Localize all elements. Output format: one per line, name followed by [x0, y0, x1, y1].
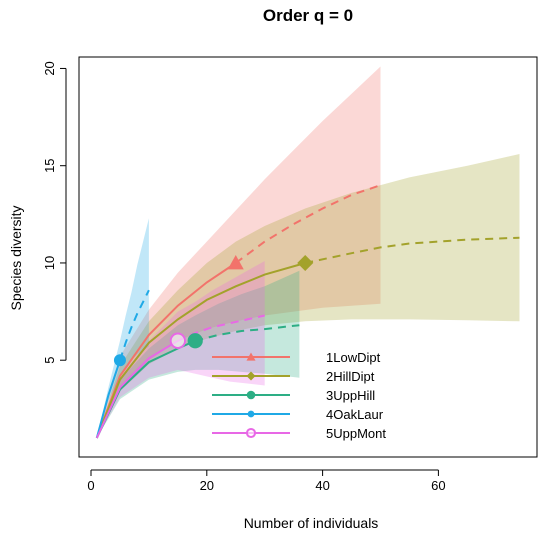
extrapolated-line-1LowDipt — [235, 184, 381, 264]
legend-item-5UppMont: 5UppMont — [212, 426, 386, 441]
legend-marker — [246, 371, 256, 381]
x-tick-label: 20 — [200, 478, 214, 493]
legend-item-2HillDipt: 2HillDipt — [212, 369, 375, 384]
observed-point-3UppHill — [187, 333, 203, 349]
plot-frame — [78, 56, 538, 458]
x-axis-label: Number of individuals — [244, 515, 379, 531]
observed-point-2HillDipt — [297, 254, 314, 271]
legend-label: 2HillDipt — [326, 369, 375, 384]
legend-label: 5UppMont — [326, 426, 386, 441]
legend-item-1LowDipt: 1LowDipt — [212, 350, 381, 365]
y-tick-label: 20 — [42, 61, 57, 75]
y-tick-label: 15 — [42, 158, 57, 172]
extrapolated-line-3UppHill — [194, 324, 300, 342]
axes: 0 20 40 60 5 10 15 20 — [42, 61, 446, 493]
ci-band-5UppMont — [96, 261, 265, 438]
observed-point-4OakLaur — [113, 354, 126, 367]
legend: 1LowDipt 2HillDipt 3UppHill 4OakLaur 5UppMon… — [212, 350, 386, 441]
x-tick-label: 40 — [315, 478, 329, 493]
legend-label: 1LowDipt — [326, 350, 381, 365]
legend-marker — [246, 390, 256, 400]
ci-band-4OakLaur — [96, 218, 149, 438]
legend-label: 3UppHill — [326, 388, 375, 403]
legend-label: 4OakLaur — [326, 407, 384, 422]
interpolated-line-2HillDipt — [95, 262, 306, 439]
extrapolated-line-4OakLaur — [119, 289, 150, 361]
interpolated-line-5UppMont — [95, 339, 179, 439]
interpolated-line-1LowDipt — [95, 262, 237, 439]
x-tick-label: 0 — [87, 478, 94, 493]
observed-point-1LowDipt — [227, 254, 244, 270]
y-axis-label: Species diversity — [8, 205, 24, 310]
extrapolated-line-2HillDipt — [304, 236, 520, 264]
y-tick-label: 5 — [42, 357, 57, 364]
x-tick-label: 60 — [431, 478, 445, 493]
legend-marker — [245, 427, 257, 439]
observed-point-5UppMont — [169, 332, 187, 349]
chart-title: Order q = 0 — [263, 6, 353, 25]
ci-band-2HillDipt — [96, 154, 520, 438]
ci-band-1LowDipt — [96, 66, 381, 438]
interpolated-line-4OakLaur — [95, 359, 121, 439]
confidence-bands — [96, 66, 520, 438]
observed-markers — [113, 254, 314, 367]
legend-item-3UppHill: 3UppHill — [212, 388, 375, 403]
legend-marker — [246, 352, 256, 361]
series-lines — [95, 184, 520, 439]
legend-marker — [247, 410, 255, 418]
legend-item-4OakLaur: 4OakLaur — [212, 407, 384, 422]
y-tick-label: 10 — [42, 256, 57, 270]
ci-band-3UppHill — [96, 270, 300, 438]
